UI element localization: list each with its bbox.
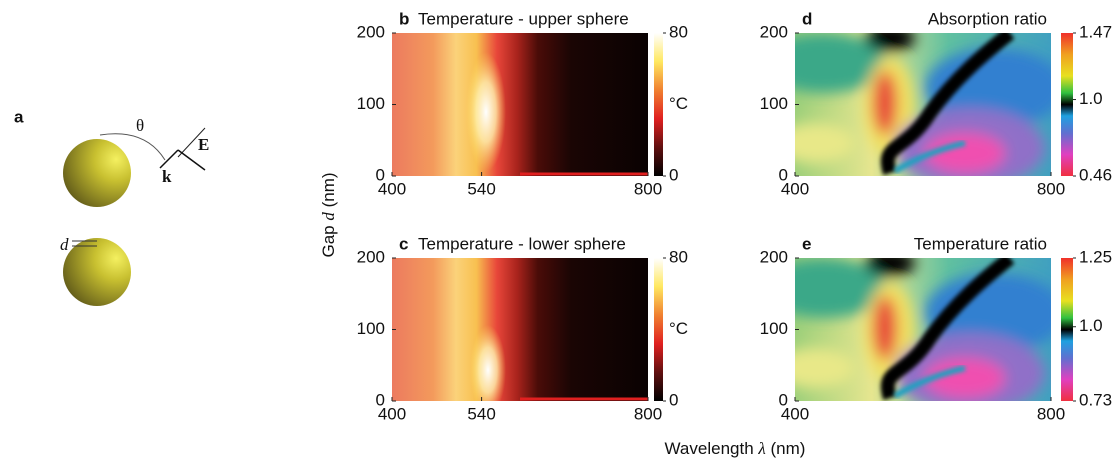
panel-label: e — [802, 234, 811, 253]
x-tick-label: 400 — [378, 404, 406, 423]
panel-label: d — [802, 9, 812, 28]
x-label-unit: (nm) — [771, 439, 806, 458]
colorbar-tick-label: 0.73 — [1079, 390, 1112, 409]
heatmap-d — [765, 24, 1065, 188]
colorbar — [1061, 258, 1073, 401]
x-tick-label: 400 — [781, 179, 809, 198]
x-tick-label: 800 — [1037, 404, 1065, 423]
y-axis-label: Gap d (nm) — [319, 172, 339, 257]
colorbar-tick-label: 1.0 — [1079, 316, 1103, 335]
heatmap-c — [392, 258, 648, 401]
panel-title: Temperature - lower sphere — [418, 234, 626, 253]
k-label: k — [162, 167, 172, 186]
y-tick-label: 0 — [376, 390, 385, 409]
panel-title: Temperature - upper sphere — [418, 9, 629, 28]
x-axis-label: Wavelength λ (nm) — [665, 439, 806, 459]
colorbar-tick-label: 0 — [669, 390, 678, 409]
x-tick-label: 400 — [781, 404, 809, 423]
y-tick-label: 0 — [779, 390, 788, 409]
x-tick-label: 540 — [467, 179, 495, 198]
x-tick-label: 800 — [634, 179, 662, 198]
y-label-unit: (nm) — [319, 172, 338, 207]
x-label-symbol: λ — [757, 439, 765, 458]
x-label-word: Wavelength — [665, 439, 754, 458]
colorbar-tick-label: 80 — [669, 247, 688, 266]
heatmap-b — [392, 33, 648, 176]
panel-label: b — [399, 9, 409, 28]
y-tick-label: 200 — [357, 22, 385, 41]
panel-title: Temperature ratio — [914, 234, 1047, 253]
panel-label: a — [14, 107, 24, 126]
lower-sphere — [63, 238, 131, 306]
y-tick-label: 100 — [357, 94, 385, 113]
heatmap-e — [765, 249, 1065, 413]
y-label-word: Gap — [319, 225, 338, 257]
x-tick-label: 400 — [378, 179, 406, 198]
colorbar — [654, 258, 663, 401]
panel-title: Absorption ratio — [928, 9, 1047, 28]
colorbar-tick-label: 80 — [669, 22, 688, 41]
colorbar-tick-label: 1.25 — [1079, 247, 1112, 266]
incidence-line — [177, 127, 206, 158]
upper-sphere — [63, 139, 131, 207]
theta-label: θ — [136, 116, 144, 135]
y-tick-label: 100 — [357, 319, 385, 338]
y-tick-label: 100 — [760, 319, 788, 338]
colorbar-label: °C — [669, 319, 688, 338]
colorbar-tick-label: 1.0 — [1079, 89, 1103, 108]
y-label-symbol: d — [319, 212, 338, 221]
d-label: d — [60, 235, 69, 254]
e-arrow — [177, 149, 206, 171]
y-tick-label: 200 — [760, 247, 788, 266]
y-tick-label: 200 — [357, 247, 385, 266]
colorbar — [1061, 33, 1073, 176]
y-tick-label: 200 — [760, 22, 788, 41]
x-tick-label: 800 — [1037, 179, 1065, 198]
y-tick-label: 100 — [760, 94, 788, 113]
angle-arc — [99, 133, 166, 161]
e-label: E — [198, 135, 209, 154]
y-tick-label: 0 — [376, 165, 385, 184]
panel-label: c — [399, 234, 408, 253]
colorbar-tick-label: 0.46 — [1079, 165, 1112, 184]
y-tick-label: 0 — [779, 165, 788, 184]
colorbar-tick-label: 0 — [669, 165, 678, 184]
x-tick-label: 540 — [467, 404, 495, 423]
colorbar-label: °C — [669, 94, 688, 113]
colorbar — [654, 33, 663, 176]
colorbar-tick-label: 1.47 — [1079, 22, 1112, 41]
k-arrow — [159, 149, 179, 169]
x-tick-label: 800 — [634, 404, 662, 423]
